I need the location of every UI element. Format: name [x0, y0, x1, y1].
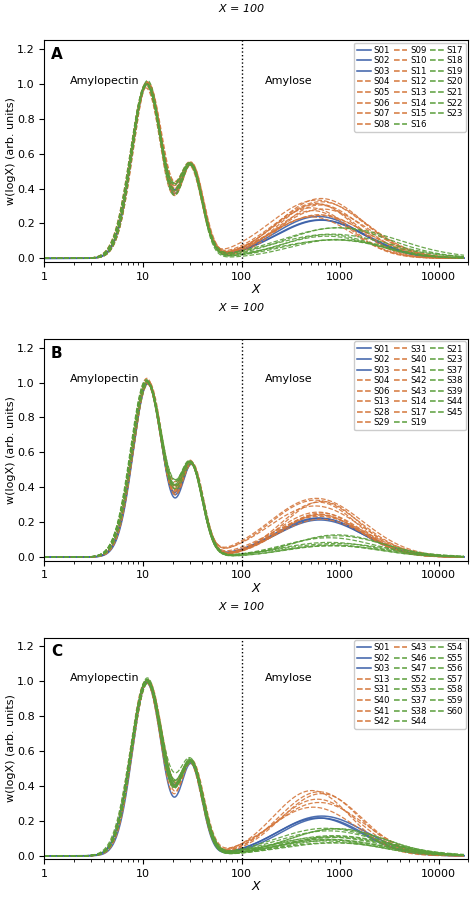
Text: C: C [51, 645, 62, 659]
Y-axis label: w(logX) (arb. units): w(logX) (arb. units) [6, 97, 16, 205]
Text: $X$ = 100: $X$ = 100 [218, 301, 265, 313]
Text: Amylopectin: Amylopectin [70, 76, 139, 85]
Text: A: A [51, 47, 63, 62]
Text: $X$ = 100: $X$ = 100 [218, 600, 265, 612]
Text: Amylopectin: Amylopectin [70, 374, 139, 385]
Legend: S01, S02, S03, S13, S31, S40, S41, S42, S43, S46, S47, S52, S53, S37, S38, S44, : S01, S02, S03, S13, S31, S40, S41, S42, … [355, 640, 466, 729]
Legend: S01, S02, S03, S04, S06, S13, S28, S29, S31, S40, S41, S42, S43, S14, S17, S19, : S01, S02, S03, S04, S06, S13, S28, S29, … [355, 342, 466, 431]
Y-axis label: w(logX) (arb. units): w(logX) (arb. units) [6, 695, 16, 803]
Text: Amylose: Amylose [265, 673, 312, 683]
Text: $X$ = 100: $X$ = 100 [218, 3, 265, 14]
X-axis label: $X$: $X$ [251, 582, 262, 595]
Text: Amylopectin: Amylopectin [70, 673, 139, 683]
Legend: S01, S02, S03, S04, S05, S06, S07, S08, S09, S10, S11, S12, S13, S14, S15, S16, : S01, S02, S03, S04, S05, S06, S07, S08, … [355, 43, 466, 131]
Text: B: B [51, 345, 63, 360]
X-axis label: $X$: $X$ [251, 283, 262, 296]
Y-axis label: w(logX) (arb. units): w(logX) (arb. units) [6, 396, 16, 503]
X-axis label: $X$: $X$ [251, 880, 262, 894]
Text: Amylose: Amylose [265, 374, 312, 385]
Text: Amylose: Amylose [265, 76, 312, 85]
